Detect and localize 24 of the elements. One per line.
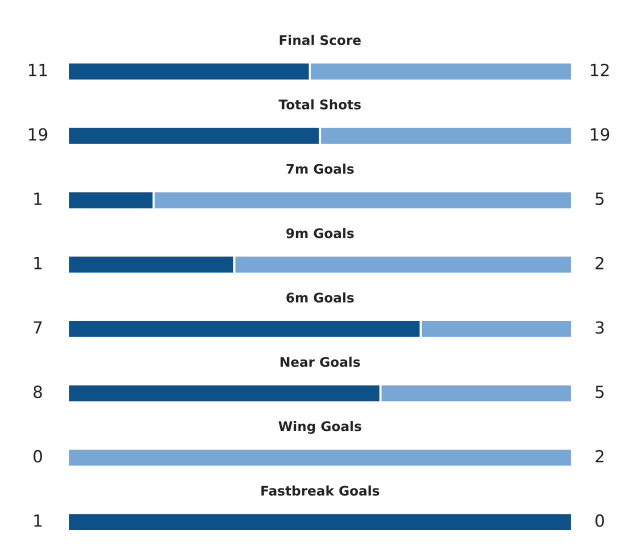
text: 2 bbox=[596, 256, 604, 270]
text: 19 bbox=[590, 128, 610, 141]
text: 5 bbox=[596, 192, 604, 206]
text: 1 bbox=[34, 514, 42, 527]
text: 1 bbox=[34, 257, 42, 270]
y-tick-label: 9m Goals bbox=[286, 228, 354, 238]
y-tick-label: Near Goals bbox=[280, 356, 360, 367]
text: 11 bbox=[28, 64, 47, 76]
text: 8 bbox=[34, 386, 42, 398]
text: 2 bbox=[596, 450, 604, 462]
text: 3 bbox=[596, 321, 604, 334]
text: 1 bbox=[34, 192, 42, 205]
text: 0 bbox=[596, 514, 604, 527]
y-tick-label: Final Score bbox=[280, 34, 361, 46]
text: 12 bbox=[590, 64, 609, 76]
y-tick-label: Wing Goals bbox=[278, 421, 362, 434]
y-tick-label: Fastbreak Goals bbox=[261, 485, 380, 496]
text: 19 bbox=[28, 128, 48, 141]
y-tick-label: 7m Goals bbox=[286, 164, 354, 174]
y-tick-label: 6m Goals bbox=[286, 292, 354, 303]
y-tick-label: Total Shots bbox=[278, 99, 361, 110]
text: 0 bbox=[34, 450, 42, 463]
text: 7 bbox=[34, 321, 42, 334]
text: 5 bbox=[596, 386, 604, 398]
